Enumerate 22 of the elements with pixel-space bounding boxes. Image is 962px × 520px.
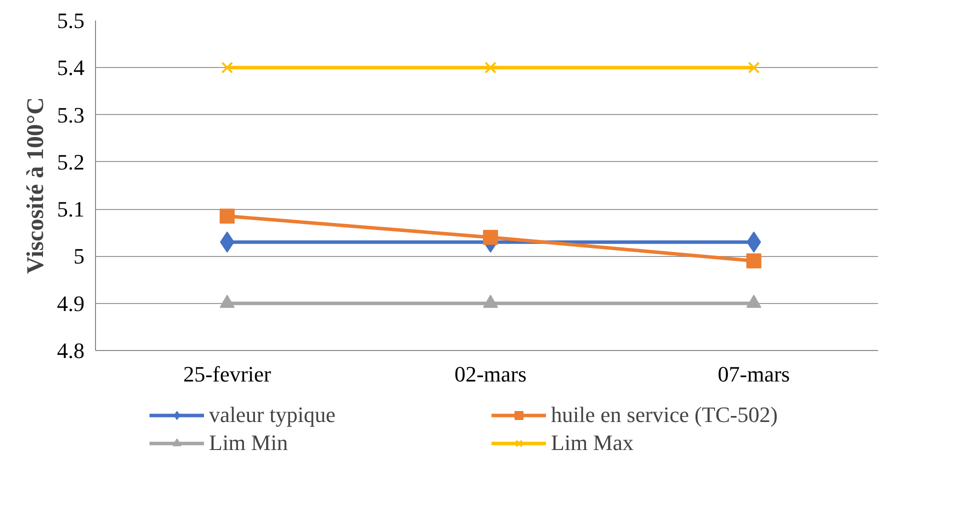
y-tick-label: 5.3 [57, 102, 84, 128]
point [221, 62, 234, 74]
y-tick-label: 5.2 [57, 149, 84, 174]
legend-label: Lim Max [551, 430, 634, 456]
y-tick-label: 5 [74, 244, 84, 269]
point [484, 62, 496, 74]
y-axis-title: Viscosité à 100°C [23, 97, 49, 274]
legend-label: huile en service (TC-502) [551, 402, 779, 428]
x-tick-label: 25-fevrier [183, 362, 272, 386]
y-tick-label: 4.9 [57, 290, 84, 316]
point [483, 230, 498, 245]
y-tick-label: 5.4 [57, 55, 84, 80]
x-tick-label: 07-mars [718, 362, 790, 386]
point [220, 208, 235, 224]
y-tick-label: 5.5 [57, 8, 84, 33]
legend-label: valeur typique [209, 402, 336, 428]
point [746, 253, 762, 268]
y-tick-label: 4.8 [57, 338, 84, 363]
x-tick-label: 02-mars [454, 362, 527, 386]
point [748, 62, 760, 74]
legend-label: Lim Min [209, 430, 289, 456]
y-tick-label: 5.1 [57, 196, 84, 222]
